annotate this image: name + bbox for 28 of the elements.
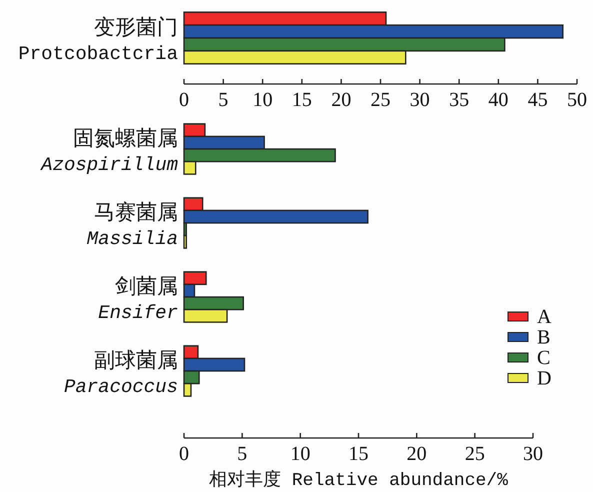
legend-label: C <box>537 347 550 369</box>
x-tick-label: 35 <box>449 89 470 111</box>
x-tick-label: 5 <box>237 443 248 465</box>
x-tick-label: 25 <box>464 443 485 465</box>
legend-label: D <box>537 368 552 390</box>
x-tick-label: 20 <box>331 89 352 111</box>
y-tick-label: 副球菌属 Paracoccus <box>64 348 178 398</box>
y-tick-label: 变形菌门 Protcobactcria <box>18 15 178 65</box>
x-tick-label: 0 <box>179 89 189 111</box>
x-tick-label: 15 <box>348 443 368 465</box>
x-axis-title: 相对丰度 Relative abundance/% <box>209 469 508 491</box>
x-tick-label: 40 <box>488 89 508 111</box>
y-tick-label: 固氮螺菌属 Azospirillum <box>40 126 178 176</box>
x-tick-label: 45 <box>528 89 548 111</box>
x-tick-label: 0 <box>179 443 189 465</box>
x-tick-label: 25 <box>370 89 390 111</box>
legend-label: A <box>537 306 552 328</box>
x-tick-label: 50 <box>567 89 587 111</box>
legend-label: B <box>537 326 550 348</box>
x-tick-label: 30 <box>410 89 430 111</box>
x-tick-label: 5 <box>218 89 228 111</box>
x-tick-label: 30 <box>523 443 543 465</box>
x-tick-label: 20 <box>406 443 427 465</box>
x-tick-label: 15 <box>292 89 312 111</box>
x-tick-label: 10 <box>290 443 310 465</box>
x-tick-label: 10 <box>252 89 273 111</box>
y-tick-label: 马赛菌属 Massilia <box>86 200 178 250</box>
y-tick-label: 剑菌属 Ensifer <box>98 274 178 324</box>
